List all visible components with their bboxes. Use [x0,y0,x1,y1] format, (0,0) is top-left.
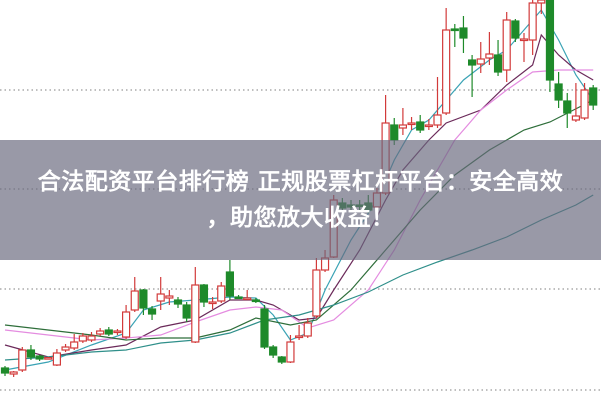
candle-up [217,285,226,302]
candle-up [208,301,217,305]
candle-up [303,322,312,337]
candle-up [502,19,511,71]
candle-down [493,54,503,73]
candle-down [390,124,399,141]
candle-down [139,289,148,309]
candle-down [450,28,459,32]
candle-up [580,89,589,119]
candle-down [225,271,234,297]
candle-up [571,115,581,121]
candle-down [260,308,269,348]
candle-up [286,341,295,363]
candle-down [269,346,278,356]
candle-down [545,0,555,81]
candle-down [459,27,468,39]
candle-up [407,122,416,126]
candle-up [191,284,200,343]
candle-up [243,297,252,301]
candle-down [173,299,183,305]
candle-down [554,83,563,101]
candle-down [26,349,36,358]
candle-up [312,269,321,317]
candle-up [96,330,105,335]
candle-down [199,284,209,303]
candle-down [468,59,477,66]
candle-down [147,308,157,315]
banner-line-2: ，助您放大收益！ [206,205,395,231]
ma20-line [4,69,594,341]
candle-down [251,299,260,303]
overlay-banner: 合法配资平台排行榜 正规股票杠杆平台：安全高效 ，助您放大收益！ [0,140,601,260]
candle-up [18,349,27,371]
candle-up [87,335,96,341]
candle-up [537,0,546,4]
candle-up [52,352,62,366]
candle-up [70,341,79,349]
candle-up [9,371,18,375]
candle-down [104,329,113,335]
candle-up [61,346,70,351]
candle-down [277,356,286,363]
candle-up [442,29,451,114]
candle-up [424,124,433,128]
candle-down [234,296,243,300]
candle-up [156,293,165,302]
candle-down [511,20,520,39]
candle-up [113,330,122,334]
candle-down [589,87,598,106]
candle-up [130,290,139,311]
ma10-line [4,33,594,358]
candle-up [433,114,442,126]
candle-down [563,100,572,114]
candle-up [121,311,131,338]
candle-up [528,2,537,41]
candle-up [78,335,87,342]
banner-line-1: 合法配资平台排行榜 正规股票杠杆平台：安全高效 [37,169,564,195]
candle-up [295,335,304,339]
candle-up [476,58,485,65]
candle-up [165,295,174,299]
candle-up [485,53,494,59]
candle-down [0,367,10,374]
candle-down [416,121,425,131]
candle-up [519,38,529,42]
candle-down [182,304,191,319]
candle-up [44,357,53,360]
candle-down [35,355,44,360]
candle-up [398,124,407,129]
